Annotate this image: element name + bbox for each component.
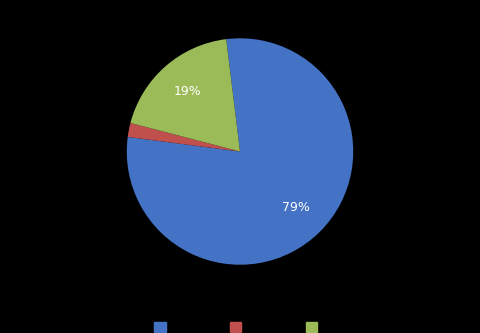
Text: 19%: 19%: [174, 85, 202, 98]
Wedge shape: [127, 38, 353, 265]
Text: 79%: 79%: [282, 201, 310, 214]
Wedge shape: [131, 39, 240, 152]
Wedge shape: [128, 123, 240, 152]
Legend: , , : , ,: [149, 317, 331, 333]
